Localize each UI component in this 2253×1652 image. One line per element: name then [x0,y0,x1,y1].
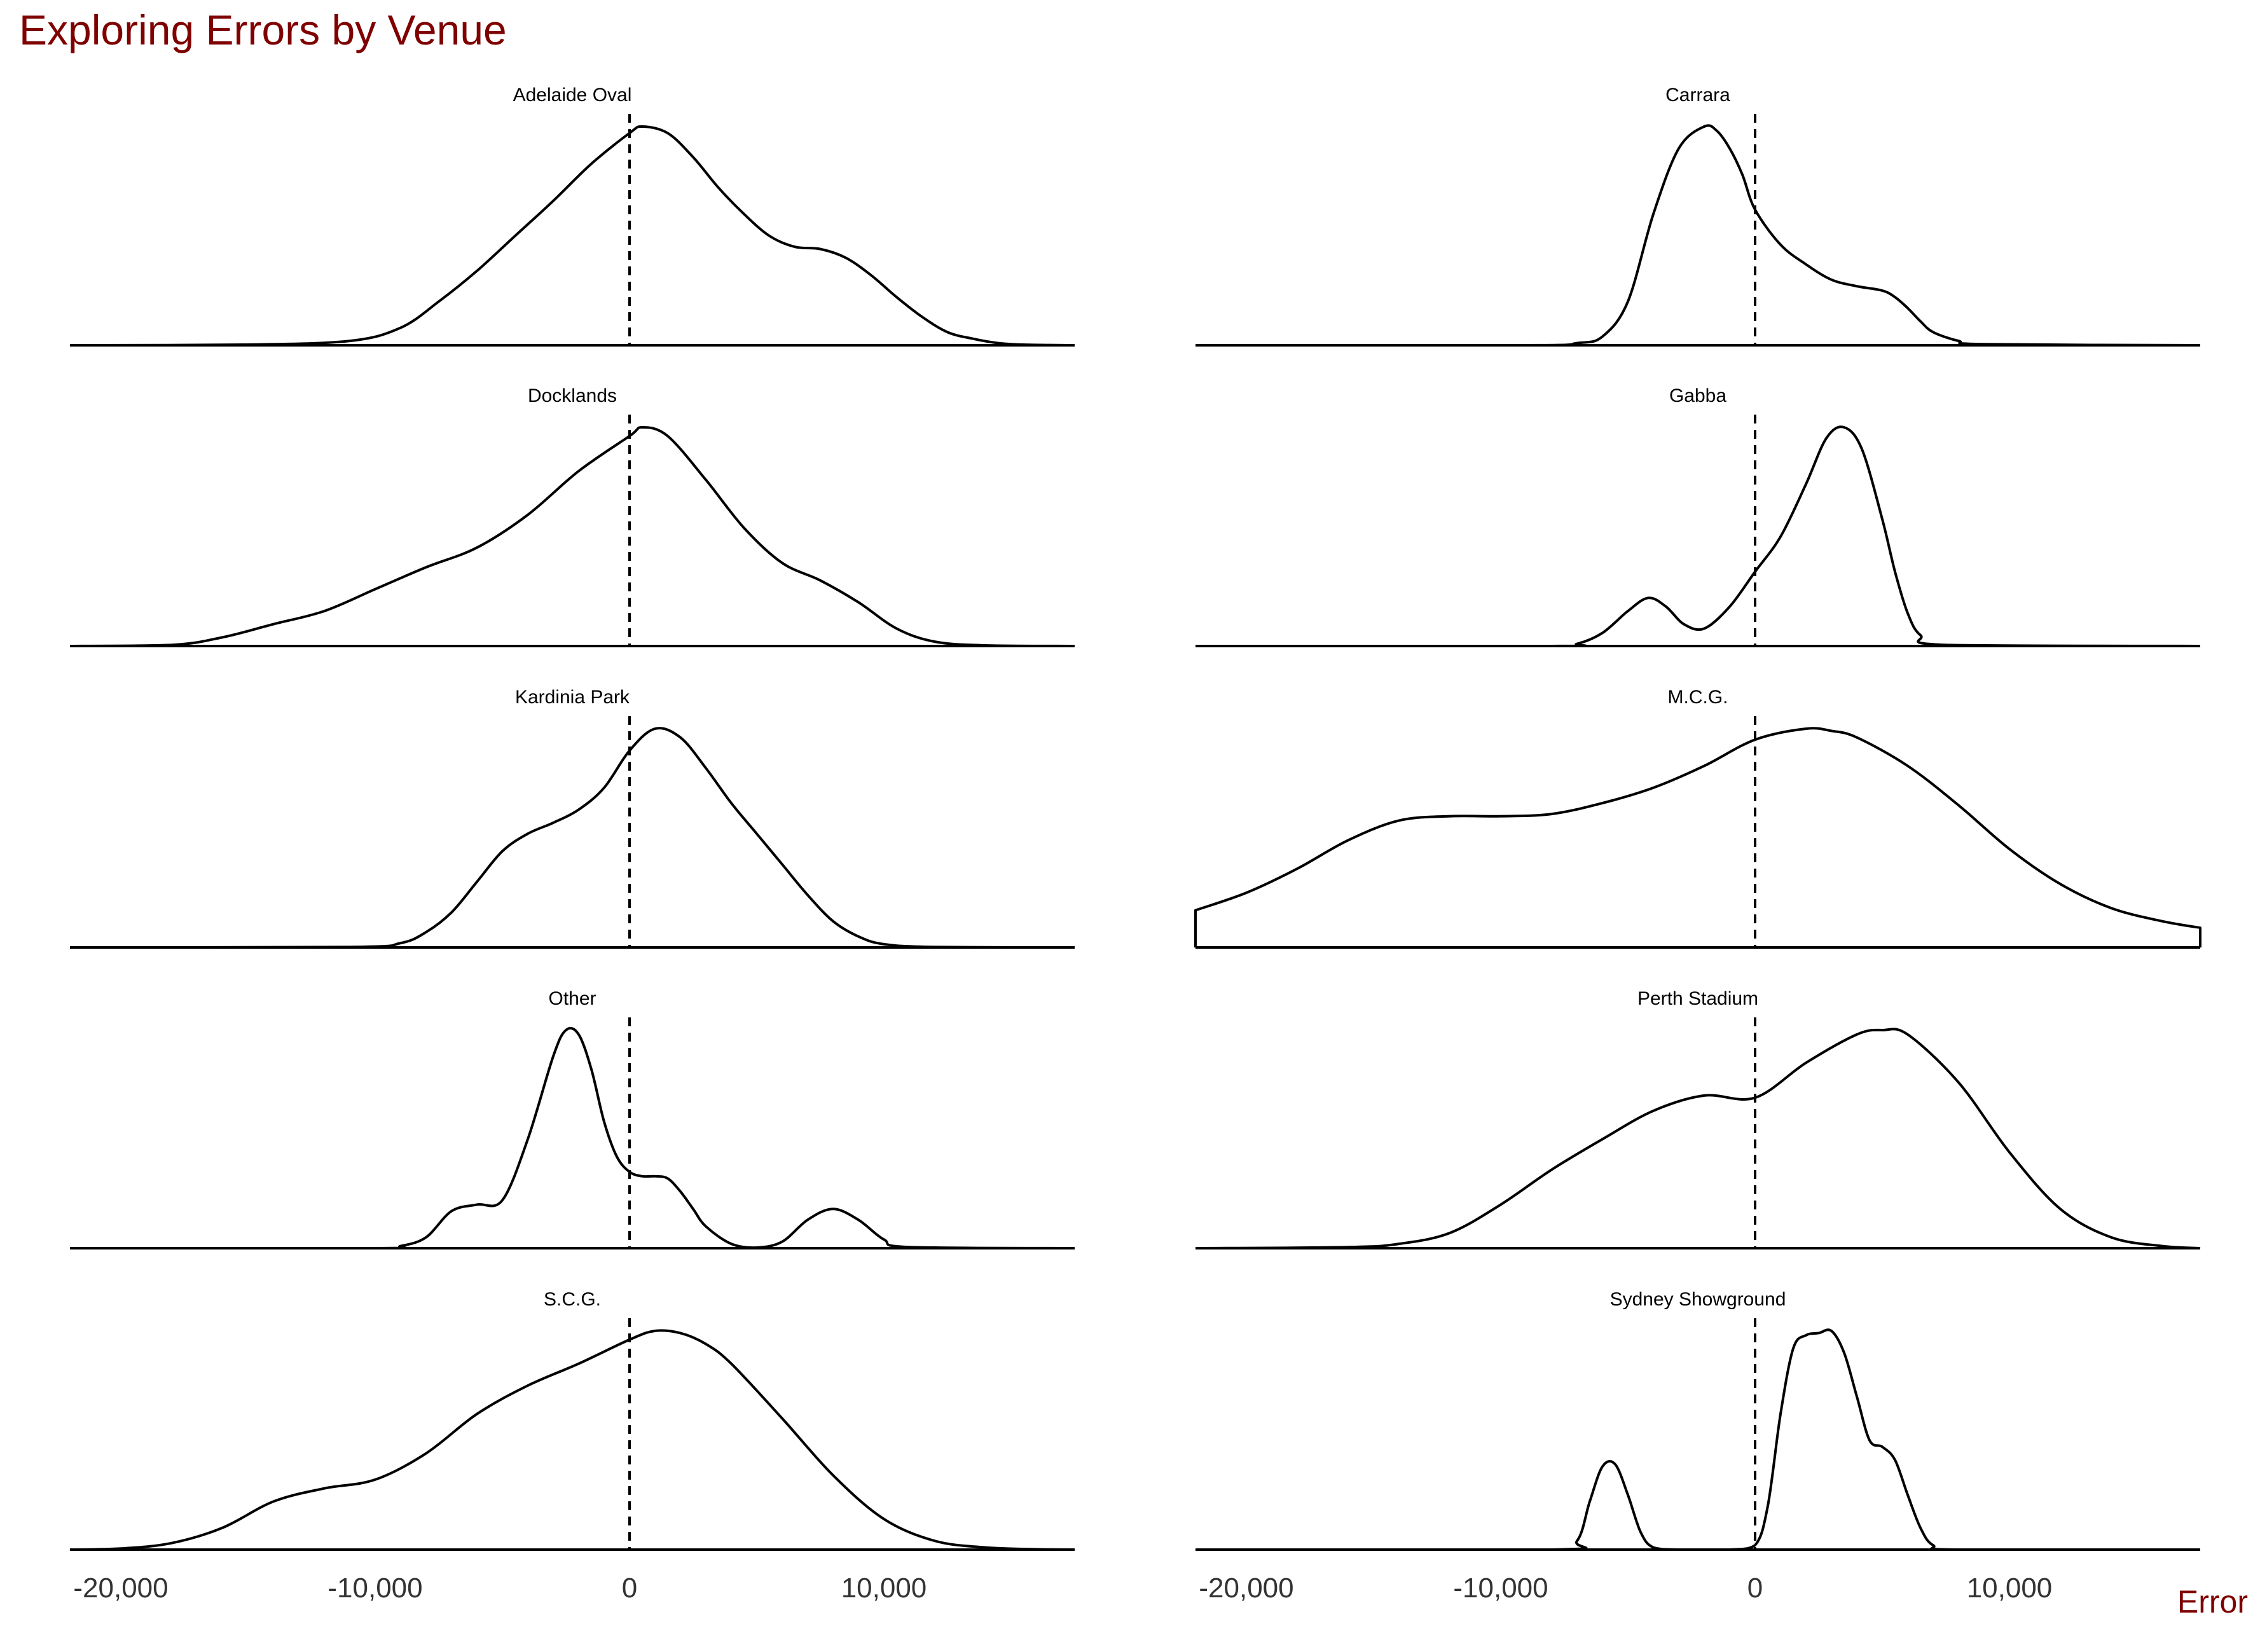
density-curve [1194,727,2201,947]
density-curve [70,1026,1075,1250]
x-axis-label: Error [2177,1584,2248,1620]
panel-title: M.C.G. [1668,687,1728,708]
density-curve [69,426,1075,647]
panel-title: Docklands [528,385,617,406]
density-curve [69,1329,1075,1551]
panel-title: Gabba [1669,385,1726,406]
panel-s-c-g: S.C.G. [69,1289,1075,1551]
panel-title: Carrara [1665,85,1730,106]
panel-docklands: Docklands [69,385,1075,647]
x-tick-label: 0 [622,1573,637,1604]
density-curve [69,727,1075,949]
panel-title: Sydney Showground [1610,1289,1786,1310]
panel-title: Adelaide Oval [513,85,632,106]
x-tick-label: 0 [1747,1573,1763,1604]
density-curve [1195,425,2201,648]
panel-title: S.C.G. [544,1289,601,1310]
panel-other: Other [70,988,1075,1250]
panels-layer: Adelaide Oval Carrara Docklands Gabba Kardin… [69,85,2201,1552]
density-curve [1195,1028,2201,1249]
panel-title: Kardinia Park [515,687,630,708]
density-curve [69,125,1075,347]
panel-kardinia-park: Kardinia Park [69,687,1075,949]
x-axis-left: -20,000 -10,000 0 10,000 [73,1573,927,1604]
panel-sydney-showground: Sydney Showground [1195,1289,2200,1552]
x-tick-label: -20,000 [73,1573,168,1604]
panel-title: Other [548,988,596,1009]
x-tick-label: 10,000 [841,1573,927,1604]
density-curve [1195,1328,2200,1552]
chart-title: Exploring Errors by Venue [19,6,507,53]
panel-gabba: Gabba [1195,385,2201,648]
panel-m-c-g: M.C.G. [1194,687,2201,949]
x-tick-label: 10,000 [1967,1573,2053,1604]
density-curve [1195,124,2201,347]
panel-carrara: Carrara [1195,85,2201,347]
panel-perth-stadium: Perth Stadium [1195,988,2201,1249]
x-axis-right: -20,000 -10,000 0 10,000 [1199,1573,2052,1604]
x-tick-label: -10,000 [1453,1573,1548,1604]
panel-adelaide-oval: Adelaide Oval [69,85,1075,347]
x-tick-label: -10,000 [327,1573,422,1604]
panel-title: Perth Stadium [1637,988,1758,1009]
x-tick-label: -20,000 [1199,1573,1293,1604]
